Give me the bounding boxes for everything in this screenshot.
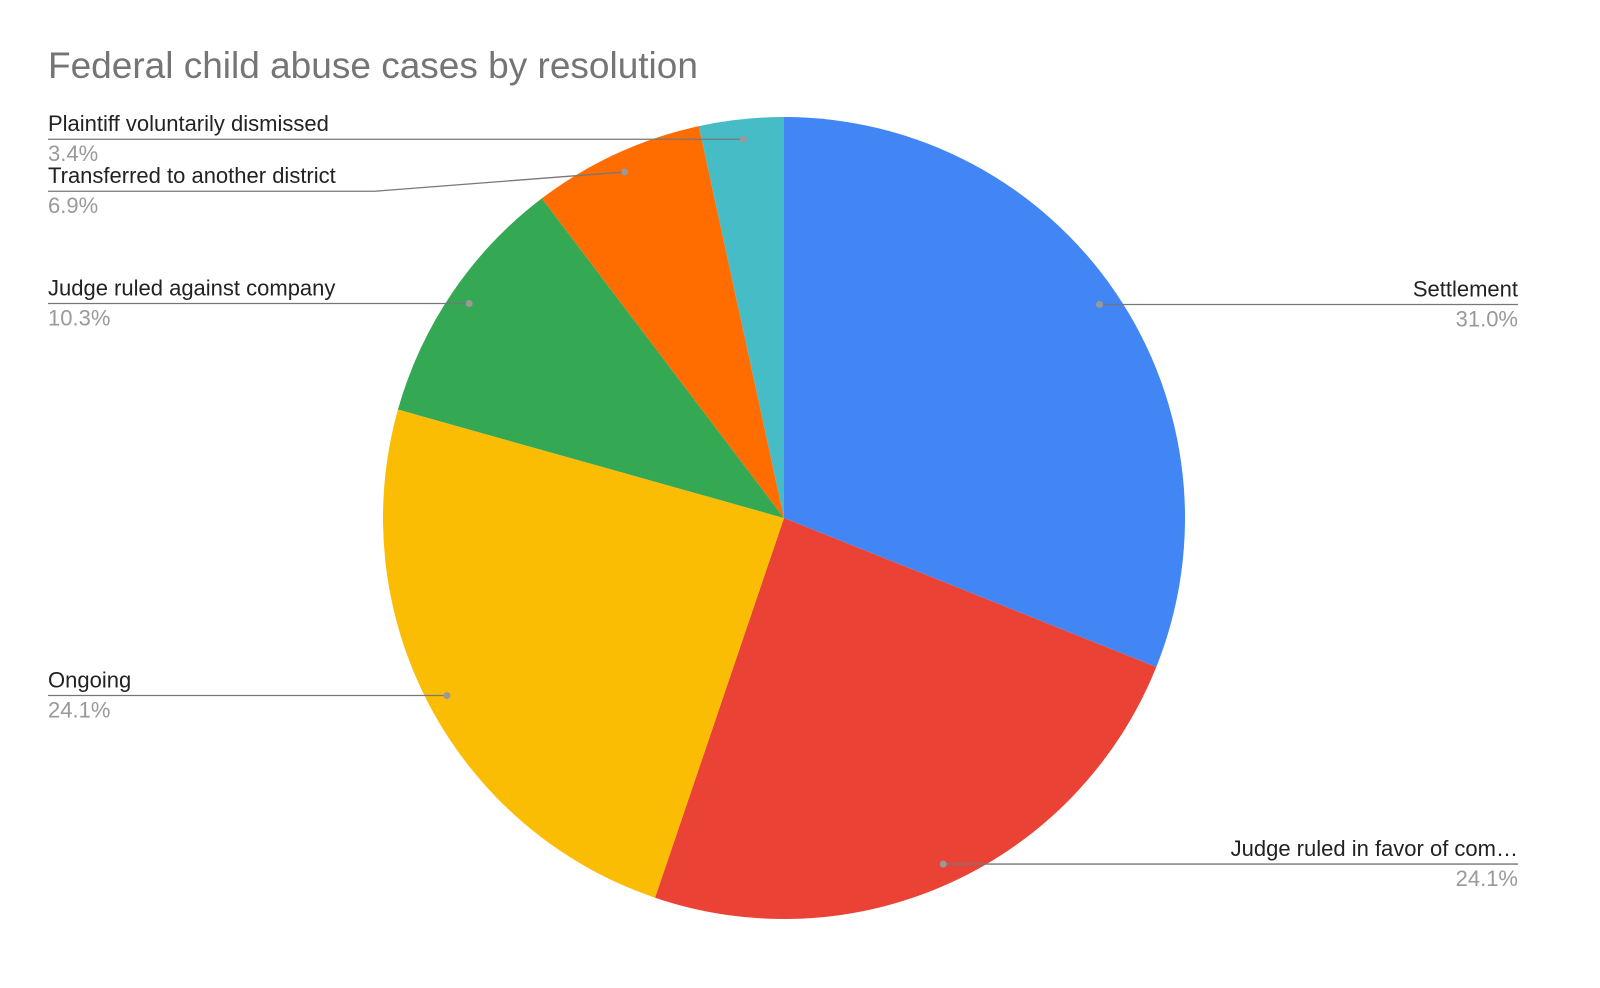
slice-value-label: 3.4%	[48, 141, 98, 166]
slice-label: Judge ruled in favor of com…	[1231, 836, 1518, 861]
slice-label: Transferred to another district	[48, 163, 336, 188]
slice-value-label: 10.3%	[48, 305, 110, 330]
pie-slice	[541, 126, 784, 518]
slice-label: Ongoing	[48, 668, 131, 693]
leader-dot	[739, 135, 747, 143]
slice-value-label: 24.1%	[48, 698, 110, 723]
leader-dot	[1095, 300, 1103, 308]
pie-slice	[698, 117, 784, 518]
pie-slice	[784, 117, 1185, 668]
leader-dot	[939, 860, 947, 868]
leader-dot	[465, 299, 473, 307]
leader-dot	[621, 168, 629, 176]
pie-slice	[397, 198, 784, 519]
slice-value-label: 31.0%	[1456, 306, 1518, 331]
leader-dot	[443, 692, 451, 700]
slice-label: Settlement	[1413, 276, 1518, 301]
slice-label: Judge ruled against company	[48, 275, 335, 300]
slice-label: Plaintiff voluntarily dismissed	[48, 111, 329, 136]
slice-value-label: 6.9%	[48, 193, 98, 218]
pie-slice	[382, 409, 784, 898]
chart-title: Federal child abuse cases by resolution	[48, 45, 698, 86]
slice-value-label: 24.1%	[1456, 866, 1518, 891]
pie-slice	[655, 518, 1157, 919]
leader-line	[48, 171, 625, 192]
